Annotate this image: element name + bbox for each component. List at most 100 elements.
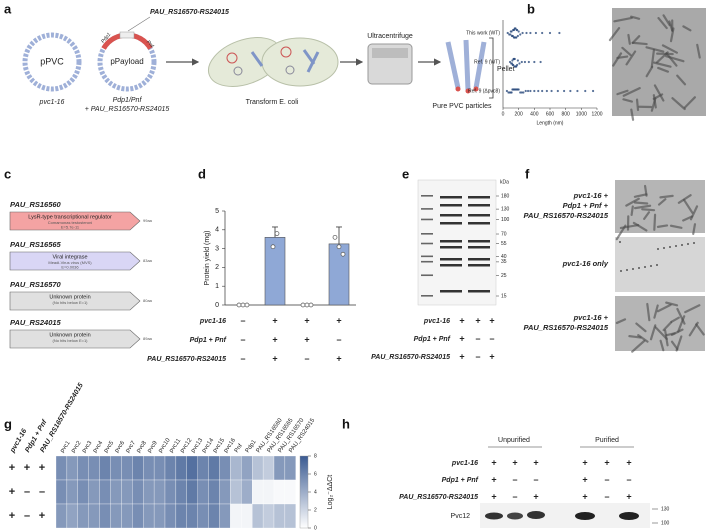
heatmap-cell xyxy=(197,479,209,505)
condition-sign: + xyxy=(512,457,517,467)
debris xyxy=(675,245,677,247)
particle xyxy=(659,339,665,352)
condition-sign: + xyxy=(39,462,45,474)
particle xyxy=(664,329,669,347)
condition-sign: – xyxy=(240,353,245,363)
band xyxy=(440,264,462,267)
panel-label: b xyxy=(527,1,535,16)
heatmap-cell xyxy=(186,479,198,505)
particle xyxy=(608,27,621,42)
band xyxy=(440,196,462,199)
debris xyxy=(663,247,665,249)
debris xyxy=(638,267,640,269)
data-point xyxy=(548,31,552,35)
band xyxy=(440,240,462,243)
ladder-band xyxy=(421,218,433,221)
ladder-label: 25 xyxy=(501,273,507,279)
data-point xyxy=(520,60,523,64)
ladder-label: 100 xyxy=(501,217,510,223)
condition-sign: + xyxy=(491,491,496,501)
panel-label: c xyxy=(4,166,11,181)
product-label: Pure PVC particles xyxy=(432,103,492,110)
column-label: Pnf xyxy=(234,443,244,454)
gene-length: 80aa xyxy=(143,298,153,303)
gene-box xyxy=(9,251,141,271)
band xyxy=(468,204,490,207)
data-point xyxy=(519,33,522,36)
particle xyxy=(677,194,692,204)
heatmap-cell xyxy=(88,455,100,481)
particle xyxy=(676,307,686,325)
group-label: Ref. 9 (Δpvc8) xyxy=(468,88,500,94)
heatmap-cell xyxy=(164,479,177,505)
particle xyxy=(656,224,669,228)
heatmap-cell xyxy=(88,479,100,505)
replicate-point xyxy=(336,244,342,250)
debris xyxy=(656,264,658,266)
condition-label: PAU_RS16570-RS24015 xyxy=(371,354,450,361)
data-point xyxy=(541,31,544,35)
condition-sign: + xyxy=(604,457,609,467)
heatmap-cell xyxy=(55,503,68,529)
replicate-point xyxy=(236,302,242,308)
data-point xyxy=(584,89,587,93)
particle xyxy=(683,96,696,109)
particle xyxy=(627,33,631,45)
x-tick-label: 400 xyxy=(530,111,539,117)
gene-organism: (No hits below E=1) xyxy=(52,300,88,305)
condition-sign: + xyxy=(533,457,538,467)
ladder-band xyxy=(421,255,433,258)
ladder-band xyxy=(421,260,433,263)
bar xyxy=(328,243,350,306)
heatmap-cell xyxy=(121,479,133,505)
particle xyxy=(662,14,671,27)
band xyxy=(468,246,490,249)
condition-sign: + xyxy=(459,315,464,325)
ladder-label: 40 xyxy=(501,254,507,260)
particle xyxy=(665,55,685,63)
particle xyxy=(634,204,652,210)
condition-sign: + xyxy=(475,315,480,325)
particle xyxy=(682,215,694,222)
heatmap-cell xyxy=(175,479,187,505)
gene-description: LysR-type transcriptional regulator xyxy=(28,214,112,220)
heatmap-cell xyxy=(99,455,111,481)
debris xyxy=(626,269,628,271)
data-point xyxy=(511,34,514,38)
particle xyxy=(657,198,667,206)
gene-evalue: E=5.7e-11 xyxy=(61,225,80,230)
column-label: pvc5 xyxy=(103,440,116,454)
ladder-band xyxy=(421,233,433,235)
gene-box xyxy=(9,211,141,231)
particle xyxy=(635,322,647,333)
plasmid-name: pPVC xyxy=(40,56,64,66)
condition-sign: + xyxy=(489,351,494,361)
heatmap-cell xyxy=(219,455,231,481)
particle xyxy=(654,326,668,341)
image-label: PAU_RS16570-RS24015 xyxy=(524,323,609,332)
particle xyxy=(676,74,687,86)
data-point xyxy=(526,89,530,93)
gene-name: PAU_RS16560 xyxy=(10,200,62,209)
particle xyxy=(665,52,678,67)
data-point xyxy=(522,91,525,94)
condition-sign: – xyxy=(336,334,341,344)
heatmap-cell xyxy=(230,503,242,529)
particle xyxy=(619,223,640,230)
step-label: Ultracentrifuge xyxy=(367,33,413,40)
image-label: pvc1-16 + xyxy=(573,191,609,200)
particle xyxy=(696,43,701,59)
ladder-label: 15 xyxy=(501,293,507,299)
condition-label: pvc1-16 xyxy=(451,460,478,467)
particle xyxy=(657,17,668,30)
data-point xyxy=(524,89,527,93)
data-point xyxy=(529,89,532,93)
heatmap-cell xyxy=(77,503,89,529)
particle xyxy=(630,108,635,121)
particle xyxy=(688,321,699,337)
data-point xyxy=(534,31,538,35)
gene-box xyxy=(9,291,141,311)
condition-sign: + xyxy=(9,462,15,474)
column-label: pvc4 xyxy=(92,440,105,454)
particle xyxy=(659,194,674,199)
